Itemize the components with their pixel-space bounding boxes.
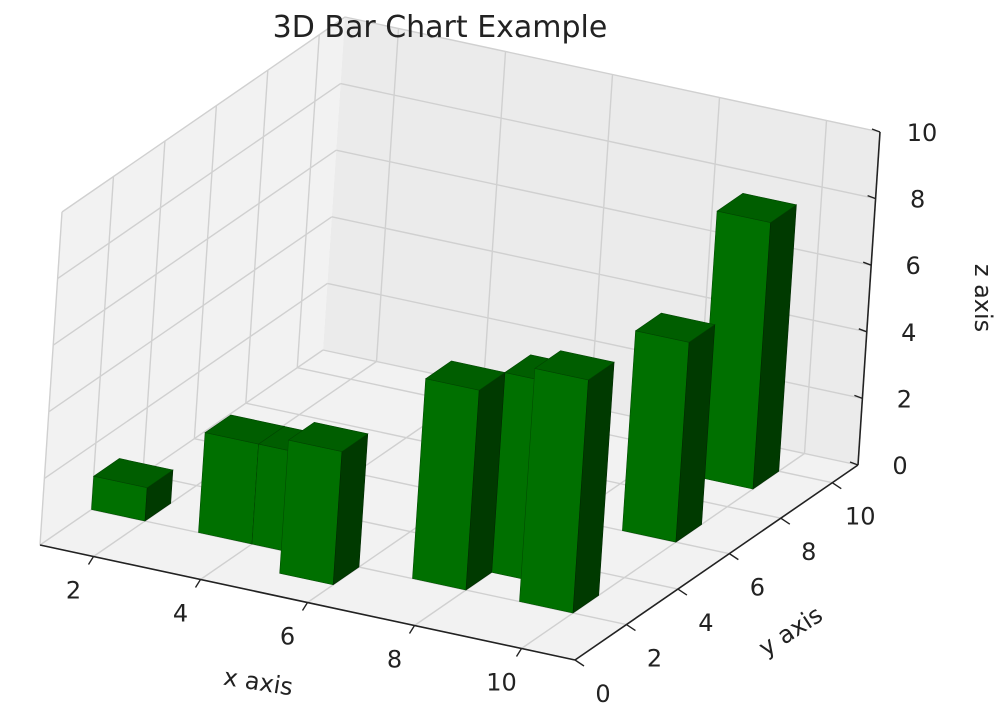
- z-tick-label: 2: [897, 385, 912, 413]
- y-axis-line: [574, 464, 859, 661]
- grid-line-y: [245, 70, 269, 404]
- grid-line-z: [52, 149, 337, 346]
- bar: [519, 350, 615, 614]
- grid-line-z: [44, 282, 328, 479]
- z-axis-line: [857, 131, 881, 466]
- grid-line-z: [57, 83, 341, 280]
- grid-line-y: [142, 141, 166, 475]
- bar-top-face: [92, 458, 174, 489]
- chart-title: 3D Bar Chart Example: [273, 10, 608, 45]
- z-tick-mark: [854, 394, 863, 400]
- grid-line-z: [61, 16, 346, 213]
- grid-line-x: [375, 28, 400, 362]
- x-tick-label: 8: [387, 646, 402, 674]
- grid-line-z: [39, 349, 324, 546]
- y-tick-label: 6: [750, 574, 765, 602]
- grid-line-y: [39, 211, 63, 546]
- bar: [622, 312, 716, 543]
- x-tick-mark: [194, 579, 202, 588]
- z-tick-mark: [849, 461, 859, 466]
- bar-top-face: [634, 312, 716, 343]
- grid-line-z: [344, 16, 881, 133]
- bar-top-face: [716, 192, 798, 223]
- z-tick-mark: [862, 261, 872, 266]
- y-tick-mark: [574, 659, 585, 667]
- bar: [279, 421, 369, 586]
- x-tick-mark: [87, 556, 95, 565]
- y-tick-label: 0: [595, 680, 610, 708]
- left-pane: [40, 17, 345, 545]
- grid-line-x: [803, 120, 828, 454]
- z-tick-mark: [871, 128, 881, 133]
- z-tick-label: 4: [901, 319, 916, 347]
- x-tick-label: 4: [173, 600, 188, 628]
- z-tick-label: 6: [906, 252, 921, 280]
- bar-top-face: [534, 350, 615, 381]
- y-tick-mark: [831, 482, 842, 490]
- z-tick-label: 0: [892, 452, 907, 480]
- bar-top-face: [424, 360, 506, 391]
- bar-front-face: [198, 432, 259, 545]
- x-tick-label: 2: [66, 577, 81, 605]
- grid-line-y: [90, 176, 115, 510]
- x-tick-label: 10: [486, 669, 517, 697]
- x-tick-mark: [301, 602, 309, 611]
- bar-top-face: [287, 421, 369, 452]
- x-tick-label: 6: [280, 623, 295, 651]
- grid-line-y: [296, 34, 320, 368]
- grid-line-y: [193, 105, 218, 439]
- z-axis-label: z axis: [969, 264, 997, 332]
- bar-front-face: [279, 439, 343, 586]
- y-tick-label: 10: [845, 503, 876, 531]
- tick-labels: 2 4 6 8 10 0 2 4 6 8 10 0 2 4 6 8 10: [66, 119, 937, 708]
- grid-line-x: [482, 51, 507, 385]
- y-tick-label: 8: [801, 538, 816, 566]
- x-tick-mark: [408, 625, 416, 634]
- z-tick-mark: [858, 328, 868, 333]
- y-tick-mark: [780, 517, 791, 525]
- grid-line-z: [48, 216, 333, 413]
- y-tick-mark: [626, 623, 636, 632]
- y-tick-mark: [728, 553, 739, 561]
- bar: [412, 360, 506, 591]
- bars: [91, 192, 798, 614]
- y-axis-label: y axis: [754, 601, 828, 663]
- y-tick-label: 4: [698, 609, 713, 637]
- x-tick-mark: [515, 648, 523, 657]
- grid-line-z: [340, 82, 876, 200]
- y-tick-mark: [677, 588, 688, 596]
- z-tick-mark: [867, 194, 876, 200]
- grid-line-x: [589, 74, 614, 408]
- y-tick-label: 2: [647, 645, 662, 673]
- z-tick-label: 10: [907, 119, 938, 147]
- bar: [699, 192, 798, 490]
- axis-lines: [39, 128, 881, 667]
- x-axis-label: x axis: [222, 663, 295, 702]
- z-tick-label: 8: [910, 186, 925, 214]
- bar: [91, 458, 174, 522]
